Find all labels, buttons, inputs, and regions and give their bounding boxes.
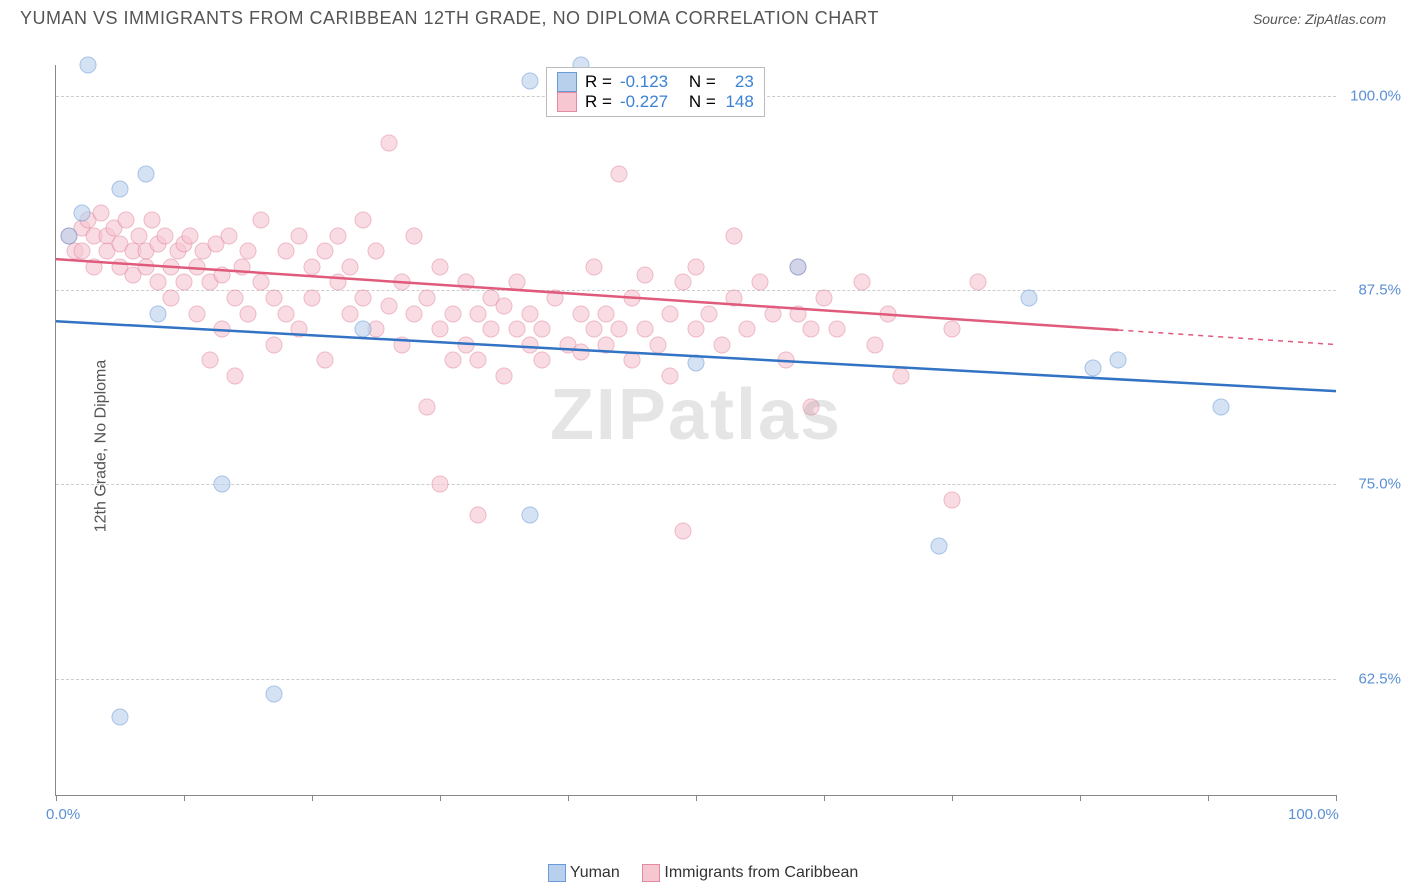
- trend-lines: [56, 65, 1336, 795]
- tick-mark: [56, 795, 57, 801]
- r-label: R =: [585, 72, 612, 92]
- tick-mark: [1336, 795, 1337, 801]
- tick-mark: [1208, 795, 1209, 801]
- chart-header: YUMAN VS IMMIGRANTS FROM CARIBBEAN 12TH …: [0, 0, 1406, 29]
- legend-label-b: Immigrants from Caribbean: [664, 864, 858, 881]
- legend-row-b: R = -0.227 N = 148: [557, 92, 754, 112]
- tick-mark: [568, 795, 569, 801]
- correlation-legend: R = -0.123 N = 23 R = -0.227 N = 148: [546, 67, 765, 117]
- swatch-b-icon: [642, 864, 660, 882]
- tick-mark: [312, 795, 313, 801]
- tick-mark: [184, 795, 185, 801]
- tick-mark: [952, 795, 953, 801]
- y-tick-label: 75.0%: [1358, 476, 1401, 493]
- y-tick-label: 100.0%: [1350, 88, 1401, 105]
- r-label: R =: [585, 92, 612, 112]
- tick-mark: [440, 795, 441, 801]
- chart-title: YUMAN VS IMMIGRANTS FROM CARIBBEAN 12TH …: [20, 8, 879, 29]
- x-tick-label: 100.0%: [1288, 806, 1339, 823]
- source-attribution: Source: ZipAtlas.com: [1253, 11, 1386, 27]
- tick-mark: [824, 795, 825, 801]
- legend-label-a: Yuman: [570, 864, 620, 881]
- plot-region: ZIPatlas R = -0.123 N = 23 R = -0.227 N …: [55, 65, 1336, 796]
- n-label: N =: [689, 72, 716, 92]
- y-tick-label: 62.5%: [1358, 670, 1401, 687]
- series-legend: Yuman Immigrants from Caribbean: [0, 864, 1406, 882]
- r-value-a: -0.123: [620, 72, 668, 92]
- legend-row-a: R = -0.123 N = 23: [557, 72, 754, 92]
- r-value-b: -0.227: [620, 92, 668, 112]
- swatch-a-icon: [557, 72, 577, 92]
- n-value-a: 23: [724, 72, 754, 92]
- y-tick-label: 87.5%: [1358, 282, 1401, 299]
- swatch-b-icon: [557, 92, 577, 112]
- chart-area: ZIPatlas R = -0.123 N = 23 R = -0.227 N …: [55, 65, 1385, 795]
- tick-mark: [696, 795, 697, 801]
- tick-mark: [1080, 795, 1081, 801]
- n-value-b: 148: [724, 92, 754, 112]
- swatch-a-icon: [548, 864, 566, 882]
- x-tick-label: 0.0%: [46, 806, 80, 823]
- n-label: N =: [689, 92, 716, 112]
